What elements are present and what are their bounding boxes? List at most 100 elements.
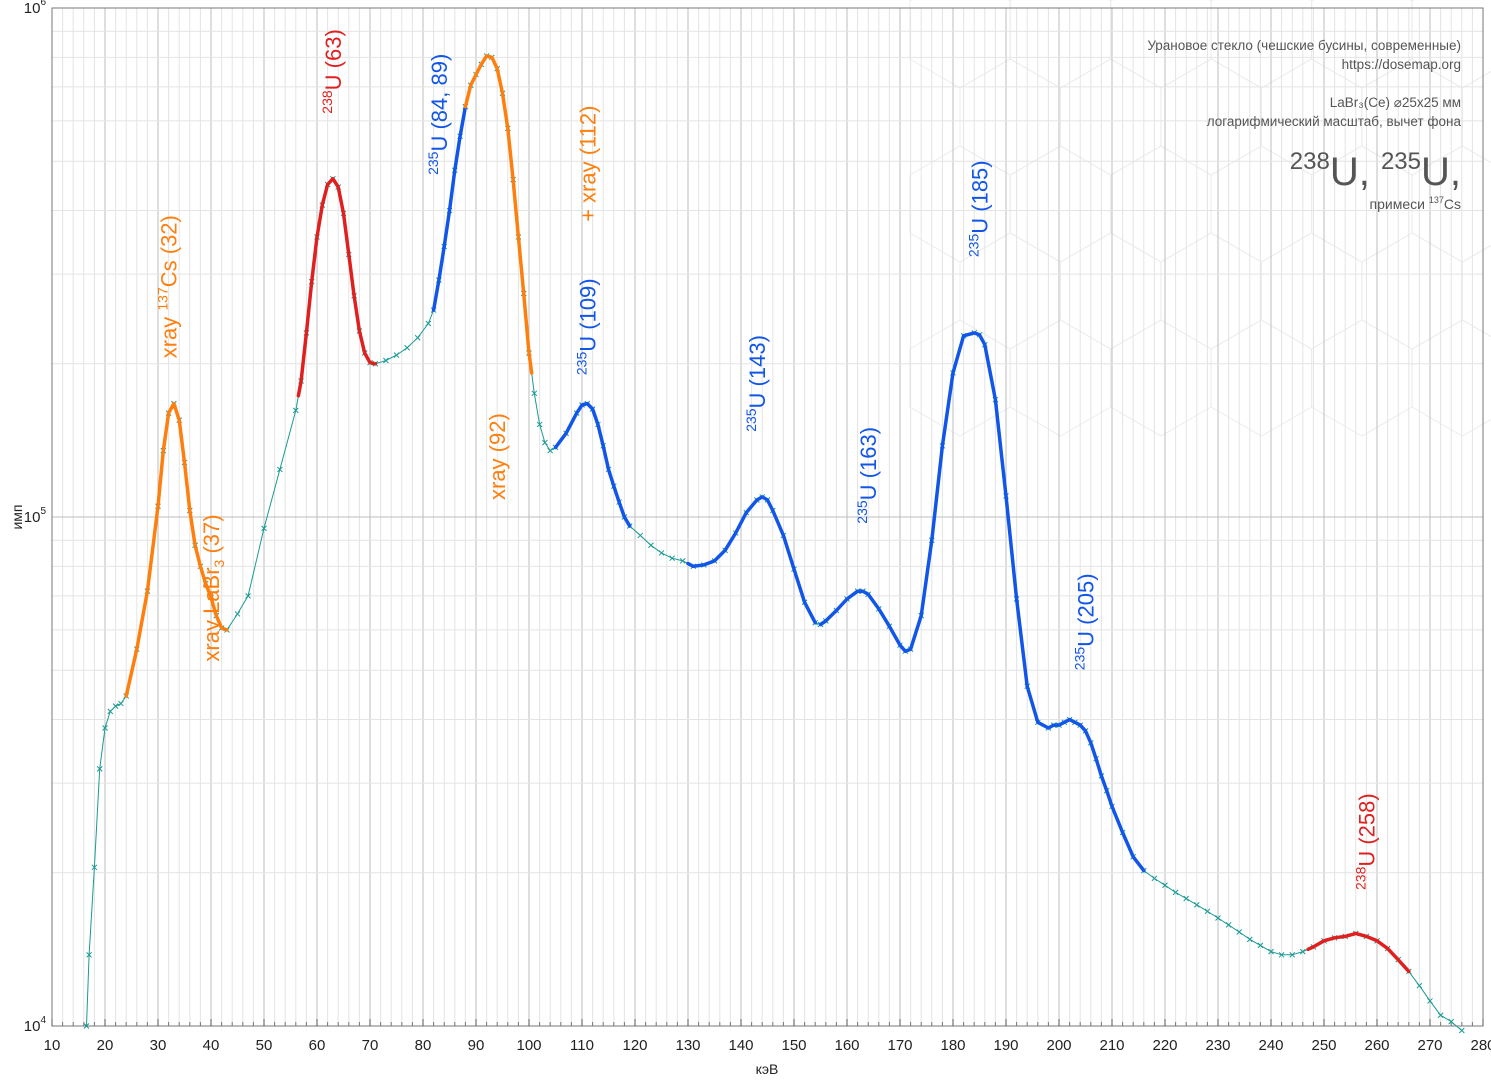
hexagon-shape: [1009, 319, 1112, 437]
x-tick-label: 190: [993, 1037, 1018, 1054]
spectrum-data-point: [107, 708, 114, 715]
x-tick-label: 140: [728, 1037, 753, 1054]
x-tick-label: 80: [415, 1037, 432, 1054]
peak-label: + xray (112): [575, 106, 600, 222]
peak-label: 238U (63): [319, 29, 346, 113]
x-tick-label: 170: [887, 1037, 912, 1054]
peak-highlight-u235: [686, 495, 817, 625]
peak-highlight-u235: [818, 331, 1146, 873]
x-tick-label: 230: [1205, 1037, 1230, 1054]
spectrum-data-point: [96, 766, 103, 772]
spectrum-data-point: [292, 407, 299, 414]
hexagon-shape: [1461, 244, 1491, 338]
spectrum-data-point: [118, 700, 124, 707]
hexagon-shape: [1311, 319, 1413, 437]
spectrum-data-point: [1427, 998, 1433, 1004]
x-tick-label: 20: [97, 1037, 114, 1054]
hexagon-shape: [1110, 319, 1212, 437]
info-impurities: примеси 137Cs: [1369, 195, 1461, 212]
y-axis-label: имп: [9, 504, 25, 529]
peak-highlight-xray: [463, 54, 534, 375]
spectrum-data-point: [393, 352, 400, 358]
x-tick-label: 280: [1470, 1037, 1491, 1054]
spectrum-data-point: [542, 439, 548, 446]
spectrum-data-point: [536, 421, 543, 428]
spectrum-data-point: [425, 320, 432, 327]
x-tick-label: 60: [309, 1037, 326, 1054]
spectrum-data-point: [383, 357, 389, 364]
spectrum-data-point: [1458, 1027, 1465, 1034]
x-tick-label: 120: [622, 1037, 647, 1054]
plot-frame: [51, 7, 1484, 1027]
spectrum-data-point: [1246, 936, 1253, 943]
spectrum-data-point: [91, 864, 98, 871]
info-box: Урановое стекло (чешские бусины, совреме…: [1147, 36, 1461, 212]
x-tick-label: 260: [1364, 1037, 1389, 1054]
y-tick-label: 106: [24, 0, 47, 17]
peak-label: xray (92): [485, 413, 510, 500]
peak-label: 238U (258): [1352, 793, 1379, 890]
x-tick-label: 270: [1417, 1037, 1442, 1054]
hexagon-shape: [959, 58, 1061, 176]
info-line-detector: LaBr₃(Ce) ⌀25x25 мм: [1329, 95, 1461, 110]
peak-highlight-xray: [124, 401, 229, 698]
info-isotopes: 238U, 235U,: [1289, 148, 1461, 194]
hexagon-shape: [1210, 319, 1313, 437]
x-tick-label: 240: [1258, 1037, 1283, 1054]
spectrum-data-point: [245, 592, 251, 599]
x-tick-label: 30: [150, 1037, 167, 1054]
spectrum-data-point: [679, 558, 686, 564]
spectrum-data-point: [1204, 908, 1211, 915]
spectrum-data-point: [112, 703, 119, 710]
peak-annotations: xray 137Cs (32) xray LaBr3 (37) 238U (63) 2…: [155, 29, 1380, 890]
spectrum-data-point: [648, 542, 654, 549]
info-line-url[interactable]: https://dosemap.org: [1341, 57, 1461, 72]
spectrum-data-point: [658, 550, 665, 556]
spectrum-data-point: [1151, 875, 1158, 882]
y-axis-ticks: 104 105 106: [24, 0, 47, 1035]
spectrum-data-point: [669, 555, 675, 562]
x-axis-ticks: 10 20 30 40 50 60 70 80 90 100 110 120 130 140 150 160 1…: [44, 1019, 1491, 1054]
x-tick-label: 90: [468, 1037, 485, 1054]
x-tick-label: 250: [1311, 1037, 1336, 1054]
spectrum-data-point: [83, 1023, 90, 1029]
hexagon-shape: [1461, 70, 1491, 164]
spectrum-series: [83, 53, 1465, 1034]
peak-label: 235U (205): [1072, 573, 1099, 670]
x-tick-label: 100: [516, 1037, 541, 1054]
hexagon-shape: [1260, 232, 1363, 350]
x-tick-label: 70: [362, 1037, 379, 1054]
peak-label: xray 137Cs (32): [155, 215, 182, 358]
x-tick-label: 110: [570, 1037, 594, 1054]
spectrum-data-point: [1236, 929, 1243, 935]
x-tick-label: 210: [1099, 1037, 1124, 1054]
x-tick-label: 40: [203, 1037, 220, 1054]
peak-highlight-u238: [1306, 931, 1411, 974]
spectrum-data-point: [1215, 915, 1221, 921]
info-line-method: логарифмический масштаб, вычет фона: [1206, 114, 1461, 129]
spectrum-data-point: [1278, 951, 1285, 958]
peak-highlight-u238: [296, 176, 378, 398]
x-axis-label: кэВ: [756, 1061, 779, 1077]
spectrum-data-point: [547, 447, 554, 454]
peak-label: 235U (109): [573, 278, 600, 375]
spectrum-data-point: [1437, 1012, 1444, 1019]
x-tick-label: 10: [44, 1037, 61, 1054]
spectrum-data-point: [1299, 948, 1306, 955]
grid: [51, 8, 1484, 1027]
spectrum-data-point: [102, 725, 108, 731]
spectrum-data-point: [1416, 982, 1423, 989]
spectrum-data-point: [531, 390, 538, 397]
spectrum-data-point: [1448, 1018, 1455, 1025]
x-tick-label: 220: [1152, 1037, 1177, 1054]
peak-highlight-u235: [553, 401, 632, 528]
spectrum-data-point: [1257, 942, 1264, 949]
spectrum-data-point: [1162, 882, 1168, 889]
spectrum-data-point: [404, 344, 410, 351]
spectrum-data-point: [1172, 889, 1179, 896]
x-tick-label: 160: [834, 1037, 859, 1054]
peak-label: 235U (84, 89): [425, 54, 452, 175]
spectrum-data-point: [1183, 895, 1190, 902]
peak-highlight-u235: [431, 104, 468, 312]
